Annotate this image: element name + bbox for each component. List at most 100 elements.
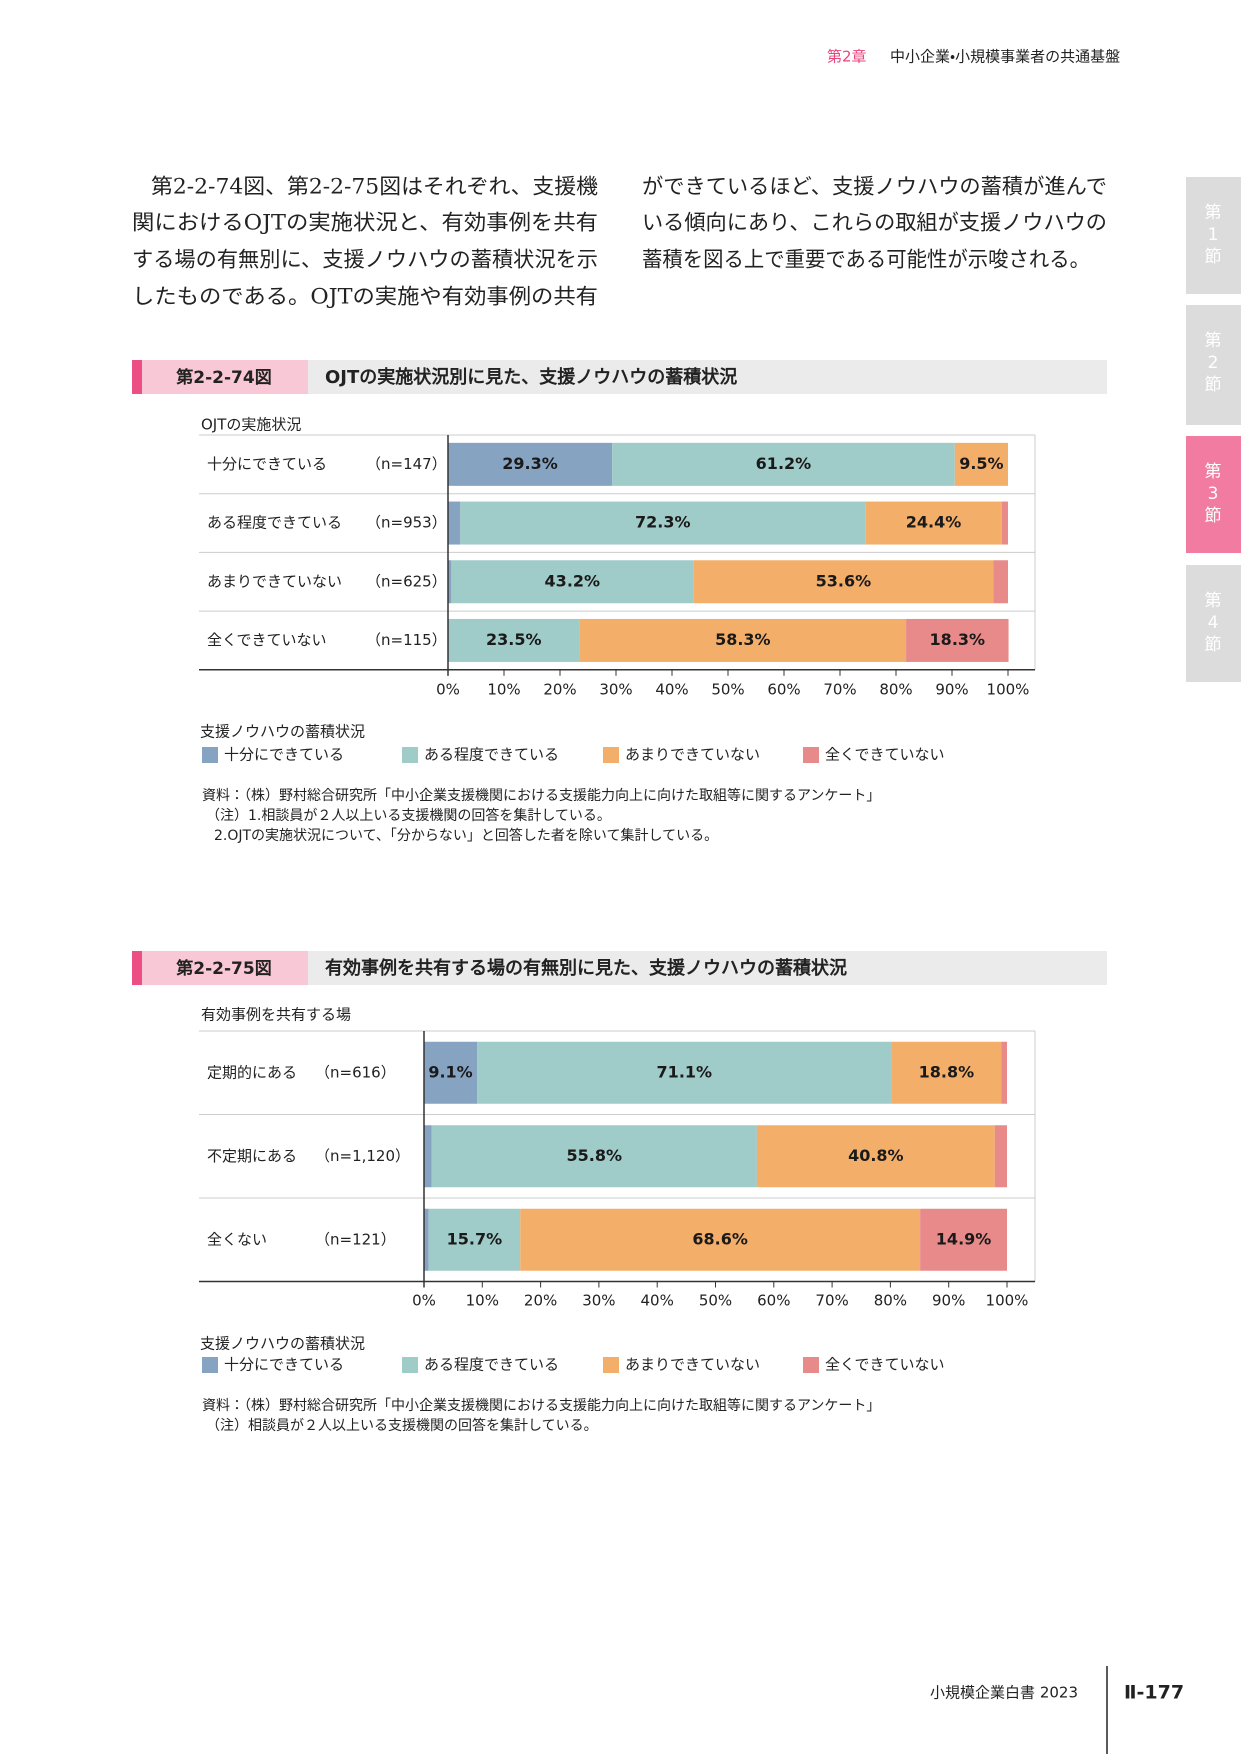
bar-segment bbox=[920, 1208, 1007, 1271]
legend-swatch bbox=[402, 747, 418, 763]
side-tab[interactable] bbox=[1186, 565, 1241, 682]
legend-label: あまりできていない bbox=[625, 746, 760, 764]
legend-swatch bbox=[402, 1357, 418, 1373]
value-label: 29.3% bbox=[502, 454, 558, 473]
category-label: 不定期にある bbox=[207, 1147, 297, 1165]
bar-segment bbox=[993, 560, 1008, 604]
bar-segment bbox=[448, 442, 613, 486]
x-tick-label: 90% bbox=[932, 1292, 965, 1310]
figure-label-bg bbox=[132, 360, 308, 394]
x-tick-label: 40% bbox=[655, 681, 688, 699]
body-line: 関におけるOJTの実施状況と、有効事例を共有 bbox=[132, 211, 598, 235]
value-label: 9.5% bbox=[959, 454, 1003, 473]
value-label: 53.6% bbox=[816, 571, 872, 590]
body-line: したものである。OJTの実施や有効事例の共有 bbox=[132, 285, 598, 309]
bar-segment bbox=[428, 1208, 521, 1271]
page-number: Ⅱ-177 bbox=[1124, 1682, 1184, 1704]
bar-segment bbox=[448, 618, 580, 662]
figure-title: OJTの実施状況別に見た、支援ノウハウの蓄積状況 bbox=[325, 366, 737, 388]
bar-segment bbox=[579, 618, 907, 662]
body-line: いる傾向にあり、これらの取組が支援ノウハウの bbox=[642, 211, 1107, 235]
bar-segment bbox=[1001, 501, 1008, 545]
x-tick-label: 20% bbox=[543, 681, 576, 699]
legend-label: 十分にできている bbox=[224, 1356, 344, 1374]
side-tab[interactable] bbox=[1186, 177, 1241, 294]
category-label: ある程度できている bbox=[207, 514, 342, 532]
footer-book: 小規模企業白書 2023 bbox=[930, 1684, 1078, 1702]
legend-label: 十分にできている bbox=[224, 746, 344, 764]
bar-segment bbox=[460, 501, 866, 545]
value-label: 14.9% bbox=[936, 1229, 992, 1248]
side-tab-active[interactable] bbox=[1186, 436, 1241, 553]
x-tick-label: 30% bbox=[582, 1292, 615, 1310]
body-line: ができているほど、支援ノウハウの蓄積が進んで bbox=[642, 175, 1107, 199]
x-tick-label: 10% bbox=[487, 681, 520, 699]
figure-label: 第2-2-75図 bbox=[175, 958, 271, 979]
x-tick-label: 90% bbox=[935, 681, 968, 699]
legend-title: 支援ノウハウの蓄積状況 bbox=[200, 723, 365, 741]
sample-size: （n=115） bbox=[366, 631, 447, 649]
value-label: 61.2% bbox=[756, 454, 812, 473]
legend-label: ある程度できている bbox=[424, 1356, 559, 1374]
body-line: 蓄積を図る上で重要である可能性が示唆される。 bbox=[642, 248, 1090, 272]
note: 資料：（株）野村総合研究所「中小企業支援機関における支援能力向上に向けた取組等に… bbox=[202, 787, 880, 804]
legend-label: ある程度できている bbox=[424, 746, 559, 764]
category-label: 全くできていない bbox=[207, 631, 327, 649]
legend-label: 全くできていない bbox=[825, 1356, 945, 1374]
bar-segment bbox=[994, 1125, 1007, 1188]
note: （注）1.相談員が２人以上いる支援機関の回答を集計している。 bbox=[206, 807, 611, 824]
x-tick-label: 20% bbox=[524, 1292, 557, 1310]
bar-segment bbox=[906, 618, 1009, 662]
sample-size: （n=121） bbox=[315, 1230, 396, 1248]
bar-segment bbox=[424, 1125, 432, 1188]
bar-segment bbox=[612, 442, 955, 486]
x-tick-label: 100% bbox=[987, 681, 1030, 699]
body-line: する場の有無別に、支援ノウハウの蓄積状況を示 bbox=[132, 248, 598, 272]
figure-accent bbox=[132, 951, 142, 985]
figure-accent bbox=[132, 360, 142, 394]
category-label: 定期的にある bbox=[207, 1063, 297, 1081]
chapter-label: 第2章 bbox=[827, 48, 867, 66]
category-label: 十分にできている bbox=[207, 455, 327, 473]
value-label: 24.4% bbox=[906, 513, 962, 532]
note: 資料：（株）野村総合研究所「中小企業支援機関における支援能力向上に向けた取組等に… bbox=[202, 1397, 880, 1414]
value-label: 68.6% bbox=[692, 1229, 748, 1248]
legend-swatch bbox=[603, 1357, 619, 1373]
x-tick-label: 70% bbox=[823, 681, 856, 699]
value-label: 23.5% bbox=[486, 630, 542, 649]
x-tick-label: 50% bbox=[699, 1292, 732, 1310]
note: （注）相談員が２人以上いる支援機関の回答を集計している。 bbox=[206, 1417, 598, 1434]
x-tick-label: 60% bbox=[767, 681, 800, 699]
x-tick-label: 50% bbox=[711, 681, 744, 699]
legend-label: あまりできていない bbox=[625, 1356, 760, 1374]
bar-segment bbox=[954, 442, 1008, 486]
bar-segment bbox=[424, 1041, 478, 1104]
value-label: 18.8% bbox=[919, 1062, 975, 1081]
category-label: あまりできていない bbox=[207, 572, 342, 590]
body-line: 第2-2-74図、第2-2-75図はそれぞれ、支援機 bbox=[151, 175, 598, 199]
legend-swatch bbox=[803, 747, 819, 763]
bar-segment bbox=[756, 1125, 995, 1188]
sample-size: （n=953） bbox=[366, 514, 447, 532]
value-label: 72.3% bbox=[635, 513, 691, 532]
legend-title: 支援ノウハウの蓄積状況 bbox=[200, 1335, 365, 1353]
side-tab[interactable] bbox=[1186, 305, 1241, 425]
figure-title: 有効事例を共有する場の有無別に見た、支援ノウハウの蓄積状況 bbox=[325, 957, 847, 979]
x-tick-label: 0% bbox=[412, 1292, 436, 1310]
bar-segment bbox=[865, 501, 1002, 545]
legend-swatch bbox=[603, 747, 619, 763]
sample-size: （n=147） bbox=[366, 455, 447, 473]
legend-label: 全くできていない bbox=[825, 746, 945, 764]
bar-segment bbox=[451, 560, 694, 604]
x-tick-label: 80% bbox=[874, 1292, 907, 1310]
value-label: 40.8% bbox=[848, 1146, 904, 1165]
x-tick-label: 10% bbox=[466, 1292, 499, 1310]
chapter-title: 中小企業・小規模事業者の共通基盤 bbox=[890, 48, 1120, 66]
bar-segment bbox=[448, 560, 452, 604]
